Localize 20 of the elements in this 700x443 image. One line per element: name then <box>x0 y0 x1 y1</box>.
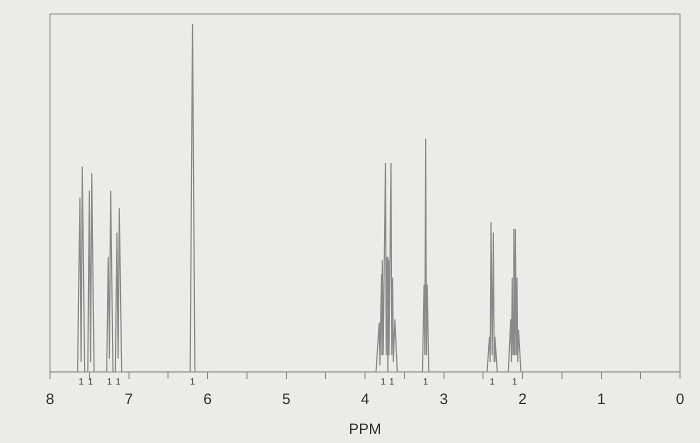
text: 1 <box>512 376 518 386</box>
x-axis-title: PPM <box>348 421 382 438</box>
x-tick-label: 3 <box>440 391 448 408</box>
text: 1 <box>106 376 112 386</box>
x-tick-label: 5 <box>282 391 290 408</box>
x-tick-label: 1 <box>597 391 606 408</box>
text: 1 <box>78 376 84 386</box>
x-tick-label: 8 <box>46 391 54 408</box>
text: 1 <box>88 376 94 386</box>
text: 1 <box>380 376 386 386</box>
text: 1 <box>389 376 394 386</box>
x-tick-label: 6 <box>203 391 212 408</box>
text: 1 <box>490 376 495 386</box>
text: 1 <box>190 376 196 386</box>
x-tick-label: 2 <box>518 391 527 408</box>
x-tick-label: 4 <box>360 391 370 408</box>
text: 1 <box>116 376 121 386</box>
x-tick-label: 7 <box>124 391 133 408</box>
x-tick-label: 0 <box>676 391 684 408</box>
text: 1 <box>423 376 428 386</box>
